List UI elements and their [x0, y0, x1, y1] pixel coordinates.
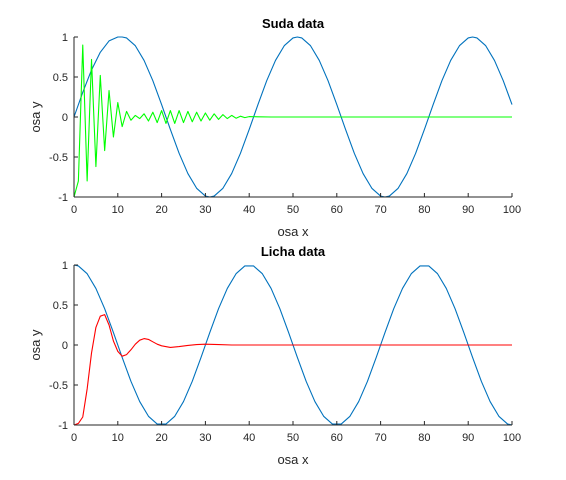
bottom-x-tick-label: 40 — [243, 432, 255, 444]
top-x-tick-label: 10 — [112, 204, 124, 216]
bottom-x-tick-label: 100 — [503, 432, 521, 444]
top-x-tick-label: 100 — [503, 204, 521, 216]
top-x-tick-label: 70 — [374, 204, 386, 216]
bottom-y-tick-label: -0.5 — [49, 380, 68, 392]
bottom-x-tick-label: 60 — [331, 432, 343, 444]
top-x-tick-label: 20 — [155, 204, 167, 216]
top-y-axis-label: osa y — [28, 101, 43, 133]
top-x-tick-label: 80 — [418, 204, 430, 216]
top-subplot-title: Suda data — [262, 16, 325, 31]
bottom-subplot-title: Licha data — [261, 244, 326, 259]
bottom-x-tick-label: 0 — [71, 432, 77, 444]
top-y-tick-label: 0.5 — [53, 72, 68, 84]
bottom-y-tick-label: 0.5 — [53, 300, 68, 312]
bottom-y-tick-label: -1 — [58, 420, 68, 432]
bottom-x-tick-label: 80 — [418, 432, 430, 444]
bottom-x-tick-label: 90 — [462, 432, 474, 444]
bottom-x-tick-label: 30 — [199, 432, 211, 444]
top-x-tick-label: 60 — [331, 204, 343, 216]
bottom-x-tick-label: 70 — [374, 432, 386, 444]
top-x-tick-label: 0 — [71, 204, 77, 216]
bottom-y-tick-label: 1 — [62, 260, 68, 272]
top-x-tick-label: 30 — [199, 204, 211, 216]
bottom-x-tick-label: 10 — [112, 432, 124, 444]
bottom-x-tick-label: 50 — [287, 432, 299, 444]
top-y-tick-label: 0 — [62, 112, 68, 124]
top-y-tick-label: -0.5 — [49, 152, 68, 164]
top-x-axis-label: osa x — [277, 224, 309, 239]
top-x-tick-label: 90 — [462, 204, 474, 216]
bottom-y-tick-label: 0 — [62, 340, 68, 352]
top-y-tick-label: -1 — [58, 192, 68, 204]
top-y-tick-label: 1 — [62, 32, 68, 44]
top-x-tick-label: 40 — [243, 204, 255, 216]
bottom-x-axis-label: osa x — [277, 452, 309, 467]
top-x-tick-label: 50 — [287, 204, 299, 216]
bottom-x-tick-label: 20 — [155, 432, 167, 444]
bottom-y-axis-label: osa y — [28, 329, 43, 361]
